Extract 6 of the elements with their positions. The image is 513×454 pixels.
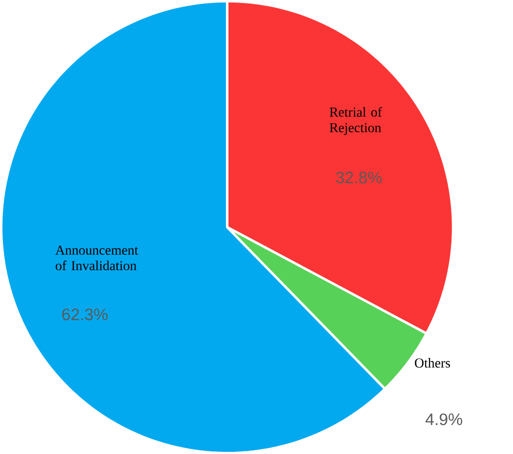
slice-label: Others <box>414 358 450 368</box>
data-label: 32.8% <box>336 172 382 184</box>
slice-label: Retrial of Rejection <box>330 106 382 135</box>
data-label: 4.9% <box>426 413 462 426</box>
data-label: 62.3% <box>62 308 108 320</box>
slice-label: Announcement of Invalidation <box>55 245 138 270</box>
